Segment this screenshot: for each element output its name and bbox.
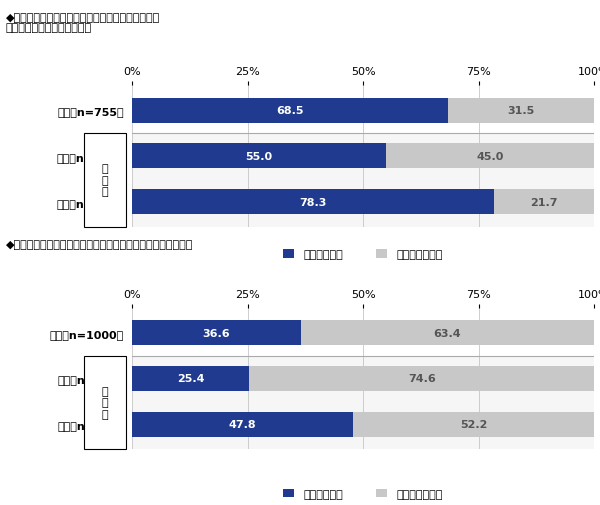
Text: 男
女
別: 男 女 別 bbox=[101, 164, 109, 197]
Bar bbox=[353, 412, 594, 437]
Text: 55.0: 55.0 bbox=[245, 152, 272, 162]
Legend: 把握している, 把握していない: 把握している, 把握していない bbox=[279, 245, 447, 264]
Bar bbox=[132, 144, 386, 169]
Legend: 把握している, 把握していない: 把握している, 把握していない bbox=[279, 484, 447, 503]
Text: 63.4: 63.4 bbox=[434, 328, 461, 338]
Bar bbox=[132, 412, 353, 437]
Text: 31.5: 31.5 bbox=[508, 106, 535, 116]
Bar bbox=[132, 321, 301, 346]
Text: 男
女
別: 男 女 別 bbox=[101, 386, 109, 419]
Bar bbox=[448, 98, 594, 124]
Bar bbox=[132, 98, 448, 124]
Bar bbox=[386, 144, 594, 169]
Text: 25.4: 25.4 bbox=[177, 374, 205, 384]
Text: 74.6: 74.6 bbox=[408, 374, 436, 384]
Bar bbox=[132, 366, 250, 391]
Text: 68.5: 68.5 bbox=[277, 106, 304, 116]
Text: 47.8: 47.8 bbox=[229, 419, 256, 429]
Bar bbox=[132, 356, 594, 449]
Bar bbox=[301, 321, 594, 346]
Text: 45.0: 45.0 bbox=[476, 152, 504, 162]
Text: 78.3: 78.3 bbox=[299, 197, 326, 207]
Bar bbox=[132, 189, 494, 215]
Text: 21.7: 21.7 bbox=[530, 197, 557, 207]
Bar bbox=[132, 134, 594, 227]
Text: ◆配偶者の給料を把握しているか［単一回答形式］: ◆配偶者の給料を把握しているか［単一回答形式］ bbox=[6, 13, 160, 23]
Text: 36.6: 36.6 bbox=[203, 328, 230, 338]
Bar bbox=[494, 189, 594, 215]
Text: ◆配偶者の娯楽費・交際費を把握しているか［単一回答形式］: ◆配偶者の娯楽費・交際費を把握しているか［単一回答形式］ bbox=[6, 240, 193, 250]
Text: 52.2: 52.2 bbox=[460, 419, 487, 429]
Bar bbox=[250, 366, 594, 391]
Text: 対象：配偶者が働いている人: 対象：配偶者が働いている人 bbox=[6, 23, 92, 33]
